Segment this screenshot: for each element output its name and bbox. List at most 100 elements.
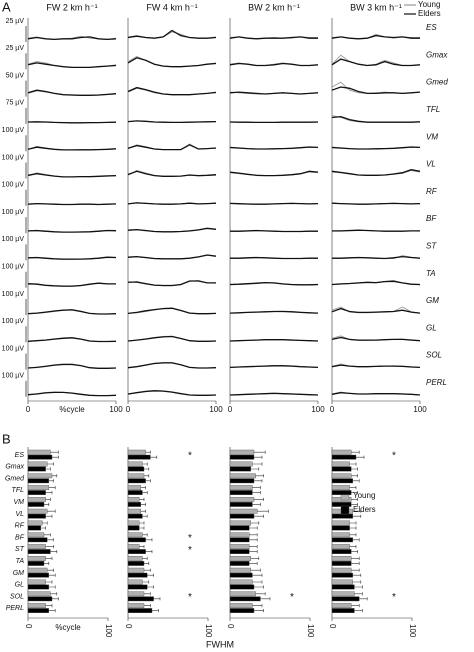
bar bbox=[127, 584, 148, 590]
error-bar bbox=[352, 509, 362, 513]
muscle-label: ES bbox=[15, 452, 25, 459]
emg-trace bbox=[27, 229, 117, 233]
error-bar bbox=[142, 580, 150, 584]
error-bar bbox=[354, 585, 363, 589]
emg-trace bbox=[331, 307, 421, 314]
bar bbox=[331, 454, 357, 460]
error-bar bbox=[249, 526, 258, 530]
emg-trace bbox=[229, 339, 319, 342]
legend-label: Young bbox=[418, 0, 440, 9]
x-tick-label: 0 bbox=[330, 405, 335, 414]
emg-trace bbox=[229, 36, 318, 40]
scale-label: 25 µV bbox=[6, 45, 25, 52]
error-bar bbox=[349, 533, 357, 537]
error-bar bbox=[250, 568, 261, 572]
emg-trace bbox=[127, 57, 217, 68]
bar bbox=[229, 608, 255, 614]
error-bar bbox=[254, 514, 264, 518]
bar bbox=[127, 603, 145, 609]
error-bar bbox=[45, 491, 53, 495]
error-bar bbox=[44, 561, 50, 565]
bar bbox=[127, 466, 145, 472]
emg-trace bbox=[27, 391, 117, 397]
bar bbox=[331, 461, 350, 467]
emg-trace bbox=[127, 170, 217, 177]
muscle-label: GL bbox=[426, 323, 437, 332]
muscle-label: Gmax bbox=[426, 50, 448, 59]
x-tick-label: 0 bbox=[328, 624, 337, 629]
bar bbox=[229, 473, 256, 479]
error-bar bbox=[260, 597, 271, 601]
error-bar bbox=[354, 609, 363, 613]
error-bar bbox=[45, 580, 53, 584]
error-bar bbox=[142, 533, 148, 537]
bar bbox=[331, 567, 352, 573]
bar bbox=[229, 544, 250, 550]
muscle-label: VL bbox=[15, 511, 24, 518]
error-bar bbox=[45, 514, 53, 518]
muscle-label: PERL bbox=[6, 605, 24, 612]
bar bbox=[331, 596, 360, 602]
x-tick-label: 100 bbox=[413, 405, 427, 414]
bar bbox=[229, 490, 253, 495]
error-bar bbox=[142, 462, 148, 466]
bar bbox=[331, 556, 352, 561]
panel-label: B bbox=[2, 431, 11, 446]
bar bbox=[127, 497, 140, 502]
emg-trace bbox=[27, 173, 117, 178]
bar bbox=[331, 473, 352, 479]
scale-label: 75 µV bbox=[6, 100, 25, 107]
error-bar bbox=[145, 550, 153, 554]
error-bar bbox=[351, 556, 360, 560]
emg-trace bbox=[331, 364, 421, 369]
error-bar bbox=[152, 609, 159, 613]
bar bbox=[229, 502, 253, 507]
bar bbox=[229, 596, 261, 602]
muscle-label: TFL bbox=[426, 105, 440, 114]
column-title: FW 4 km h⁻¹ bbox=[146, 2, 197, 12]
error-bar bbox=[351, 491, 358, 495]
x-tick-label: 100 bbox=[311, 405, 325, 414]
significance-mark: * bbox=[392, 451, 396, 462]
emg-trace bbox=[229, 281, 319, 286]
panel-label: A bbox=[2, 0, 11, 14]
error-bar bbox=[144, 561, 150, 565]
scale-label: 100 µV bbox=[2, 209, 25, 216]
error-bar bbox=[349, 486, 357, 490]
emg-trace bbox=[127, 362, 217, 369]
significance-mark: * bbox=[290, 592, 294, 603]
bar bbox=[127, 502, 142, 507]
muscle-label: GM bbox=[13, 570, 24, 577]
error-bar bbox=[48, 479, 54, 483]
muscle-label: Gmed bbox=[5, 475, 25, 482]
bar bbox=[27, 544, 46, 550]
muscle-label: TFL bbox=[12, 487, 25, 494]
error-bar bbox=[349, 526, 357, 530]
error-bar bbox=[249, 550, 258, 554]
bar bbox=[331, 513, 353, 519]
error-bar bbox=[42, 521, 48, 525]
bar bbox=[127, 572, 148, 578]
muscle-label: PERL bbox=[426, 378, 447, 387]
error-bar bbox=[356, 455, 365, 459]
error-bar bbox=[142, 556, 148, 560]
emg-trace bbox=[229, 365, 319, 369]
error-bar bbox=[48, 585, 56, 589]
bar bbox=[331, 490, 352, 495]
muscle-label: GL bbox=[15, 582, 24, 589]
error-bar bbox=[44, 502, 50, 506]
emg-trace bbox=[127, 254, 217, 260]
error-bar bbox=[52, 474, 58, 478]
error-bar bbox=[47, 568, 54, 572]
emg-trace bbox=[230, 229, 318, 233]
bar bbox=[229, 591, 256, 597]
emg-trace bbox=[331, 392, 421, 396]
scale-label: 100 µV bbox=[2, 182, 25, 189]
error-bar bbox=[45, 556, 53, 560]
emg-trace bbox=[229, 62, 319, 67]
bar bbox=[331, 603, 352, 609]
muscle-label: VM bbox=[14, 499, 25, 506]
column-title: BW 2 km h⁻¹ bbox=[248, 2, 300, 12]
error-bar bbox=[254, 497, 264, 501]
